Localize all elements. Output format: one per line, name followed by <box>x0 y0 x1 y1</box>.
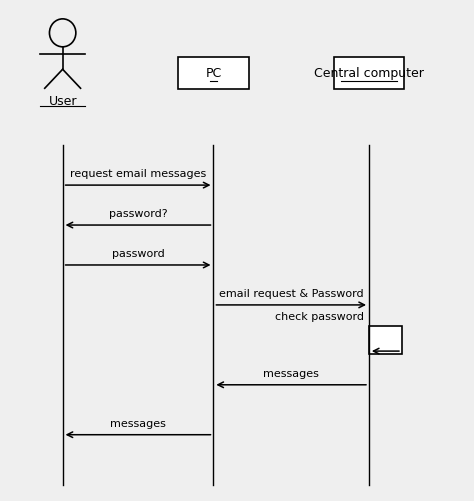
Bar <box>369 327 402 354</box>
Text: Central computer: Central computer <box>314 67 424 80</box>
Text: PC: PC <box>205 67 221 80</box>
Bar <box>334 58 404 90</box>
Text: User: User <box>48 95 77 108</box>
Text: request email messages: request email messages <box>70 169 206 179</box>
Text: password: password <box>112 248 164 259</box>
Text: messages: messages <box>110 418 166 428</box>
Bar <box>178 58 249 90</box>
Text: email request & Password: email request & Password <box>219 289 364 298</box>
Text: password?: password? <box>109 208 167 218</box>
Text: messages: messages <box>263 368 319 378</box>
Text: check password: check password <box>275 312 364 322</box>
